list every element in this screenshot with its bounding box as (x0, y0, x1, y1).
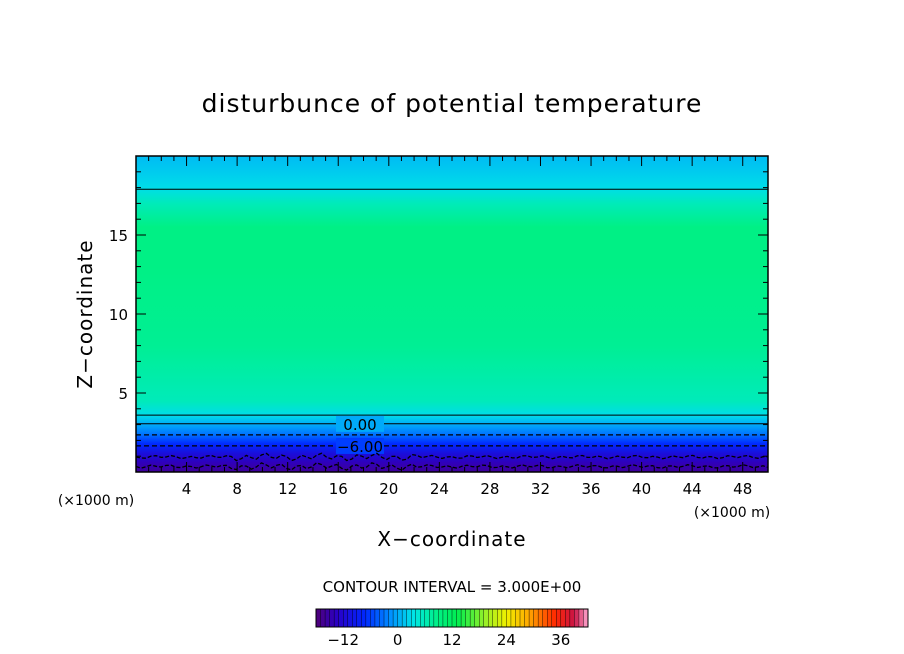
contour-label: 0.00 (343, 416, 376, 434)
colorbar-cell (392, 608, 399, 628)
contour-label-bg (336, 437, 384, 454)
colorbar-cell (315, 608, 322, 628)
x-tick-label: 32 (531, 480, 550, 498)
colorbar-cell (506, 608, 512, 628)
y-tick-label: 5 (118, 385, 128, 403)
colorbar-cell (556, 608, 562, 628)
colorbar-cell (479, 608, 485, 628)
colorbar-cell (501, 608, 507, 628)
colorbar-cell (433, 608, 439, 628)
temperature-field (136, 156, 768, 472)
contour-label-bg (336, 415, 384, 432)
x-axis-ticks: 4 8 12 16 20 24 28 32 36 40 44 48 (148, 156, 756, 498)
colorbar-cell (406, 608, 412, 628)
colorbar-cell (438, 608, 444, 628)
x-tick-label: 48 (733, 480, 752, 498)
colorbar-cell (347, 608, 353, 628)
x-tick-label: 44 (683, 480, 702, 498)
colorbar-cell (338, 608, 344, 628)
colorbar-cell (560, 608, 566, 628)
colorbar-cell (415, 608, 421, 628)
z-unit-label: (×1000 m) (694, 505, 770, 521)
y-tick-label: 10 (109, 306, 128, 324)
x-tick-label: 40 (632, 480, 651, 498)
colorbar-cell (420, 608, 426, 628)
y-axis-ticks: 5 10 15 (109, 171, 768, 457)
colorbar-tick-label: 24 (497, 631, 516, 649)
colorbar-cell (510, 608, 516, 628)
colorbar-cell (469, 608, 476, 628)
colorbar-cell (361, 608, 367, 628)
colorbar-cell (515, 608, 521, 628)
colorbar-cell (329, 608, 335, 628)
colorbar-cell (352, 608, 358, 628)
chart-title: disturbunce of potential temperature (202, 89, 703, 118)
x-tick-label: 24 (430, 480, 449, 498)
colorbar-cell (424, 608, 430, 628)
colorbar-cell (442, 608, 448, 628)
x-unit-label: (×1000 m) (58, 493, 134, 509)
colorbar-cell (343, 608, 349, 628)
colorbar-cell (574, 608, 580, 628)
contour-line (136, 452, 768, 462)
colorbar-cell (569, 608, 575, 628)
colorbar-cell (460, 608, 467, 628)
colorbar-cell (370, 608, 376, 628)
colorbar-cell (365, 608, 371, 628)
colorbar: −12 0 12 24 36 (315, 608, 589, 649)
colorbar-cell (551, 608, 557, 628)
colorbar-cell (488, 608, 494, 628)
contour-lines: 0.00 −6.00 (136, 188, 768, 471)
colorbar-cell (383, 608, 390, 628)
colorbar-tick-label: −12 (327, 631, 359, 649)
colorbar-cell (547, 608, 553, 628)
colorbar-cell (356, 608, 362, 628)
colorbar-frame (315, 608, 589, 628)
colorbar-cell (429, 608, 435, 628)
colorbar-cell (411, 608, 417, 628)
colorbar-cell (333, 608, 340, 628)
colorbar-tick-label: 0 (393, 631, 403, 649)
colorbar-tick-label: 12 (442, 631, 461, 649)
colorbar-cell (456, 608, 462, 628)
x-tick-label: 12 (278, 480, 297, 498)
colorbar-cell (320, 608, 326, 628)
x-tick-label: 16 (329, 480, 348, 498)
colorbar-cell (465, 608, 471, 628)
contour-interval-text: CONTOUR INTERVAL = 3.000E+00 (323, 578, 582, 596)
colorbar-cell (447, 608, 453, 628)
colorbar-cell (533, 608, 539, 628)
colorbar-cell (492, 608, 498, 628)
x-axis-label: X−coordinate (377, 527, 526, 551)
colorbar-cell (483, 608, 489, 628)
colorbar-cell (324, 608, 331, 628)
y-axis-label: Z−coordinate (73, 239, 97, 388)
colorbar-cell (524, 608, 530, 628)
x-tick-label: 36 (581, 480, 600, 498)
x-tick-label: 20 (379, 480, 398, 498)
colorbar-cell (519, 608, 526, 628)
x-tick-label: 28 (480, 480, 499, 498)
colorbar-cell (565, 608, 571, 628)
colorbar-tick-label: 36 (551, 631, 570, 649)
contour-label: −6.00 (337, 438, 383, 456)
colorbar-cell (542, 608, 548, 628)
colorbar-cell (397, 608, 403, 628)
colorbar-cell (528, 608, 535, 628)
x-tick-label: 4 (182, 480, 192, 498)
colorbar-cell (451, 608, 458, 628)
colorbar-cell (474, 608, 480, 628)
colorbar-cell (374, 608, 380, 628)
colorbar-cell (388, 608, 394, 628)
contour-line (136, 462, 768, 471)
x-tick-label: 8 (232, 480, 242, 498)
colorbar-cell (497, 608, 503, 628)
colorbar-cell (578, 608, 584, 628)
colorbar-cell (379, 608, 385, 628)
y-tick-label: 15 (109, 227, 128, 245)
colorbar-cell (537, 608, 544, 628)
colorbar-cell (401, 608, 408, 628)
